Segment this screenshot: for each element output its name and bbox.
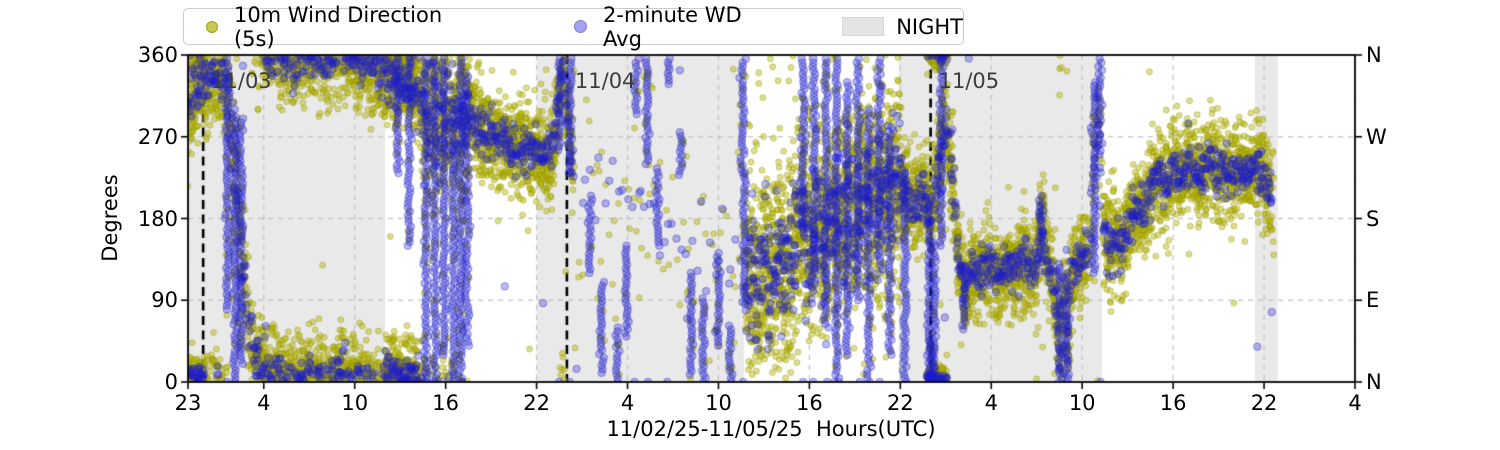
legend-label-wd5s: 10m Wind Direction (5s) [233, 2, 443, 51]
legend-label-night: NIGHT [896, 14, 963, 39]
x-axis-label: 11/02/25-11/05/25 Hours(UTC) [606, 417, 936, 441]
x-tick-label: 16 [432, 391, 459, 415]
x-tick-label: 4 [257, 391, 271, 415]
y-tick-label: 270 [137, 124, 178, 149]
x-tick-label: 23 [174, 391, 202, 415]
compass-label: W [1366, 124, 1387, 149]
x-tick-label: 22 [886, 391, 914, 415]
wd-5s-marker-icon [206, 20, 218, 33]
compass-label: N [1366, 43, 1382, 67]
legend-label-wd-avg: 2-minute WD Avg [603, 2, 742, 51]
x-tick-label: 4 [1348, 391, 1362, 415]
x-tick-label: 16 [1159, 391, 1187, 415]
date-annotation: 11/04 [574, 69, 636, 93]
x-tick-label: 10 [705, 391, 732, 415]
compass-label: N [1366, 370, 1382, 394]
x-tick-label: 10 [341, 391, 369, 415]
x-tick-label: 10 [1068, 391, 1096, 415]
x-tick-label: 16 [796, 391, 823, 415]
legend-item-wd-avg: 2-minute WD Avg [574, 3, 786, 51]
x-tick-label: 4 [620, 391, 635, 415]
y-tick-label: 360 [137, 43, 178, 67]
date-annotation: 11/03 [211, 69, 272, 93]
wd-avg-marker-icon [574, 20, 588, 33]
night-patch-icon [842, 17, 885, 36]
y-tick-label: 180 [137, 206, 178, 231]
legend: 10m Wind Direction (5s) 2-minute WD Avg … [183, 3, 964, 51]
y-tick-label: 90 [151, 288, 178, 313]
compass-label: E [1366, 288, 1380, 313]
x-tick-label: 22 [1250, 391, 1278, 415]
y-tick-label: 0 [164, 370, 178, 394]
date-annotation: 11/05 [938, 69, 1000, 93]
legend-item-wd5s: 10m Wind Direction (5s) [206, 3, 488, 51]
legend-item-night: NIGHT [842, 15, 963, 39]
x-tick-label: 22 [523, 391, 550, 415]
compass-label: S [1366, 206, 1380, 231]
x-tick-label: 4 [984, 391, 998, 415]
